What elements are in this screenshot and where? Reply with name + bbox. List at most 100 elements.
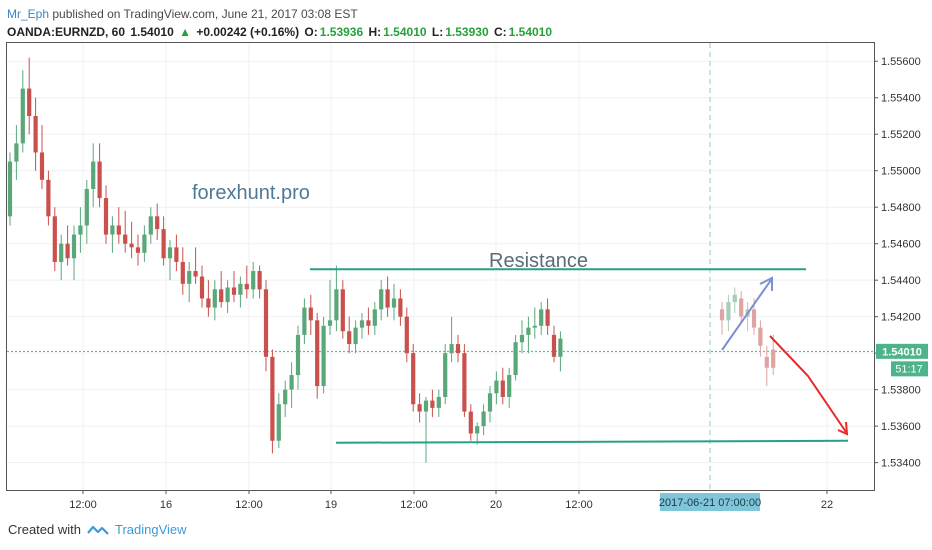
- candle-body: [135, 247, 141, 253]
- projection-candle-body: [739, 298, 744, 317]
- projection-candle-body: [726, 302, 731, 321]
- x-tick-label: 22: [821, 499, 833, 511]
- candle-body: [244, 283, 249, 290]
- countdown-tag: 51:17: [891, 361, 928, 377]
- y-tick-label: 1.54400: [881, 275, 921, 287]
- down-arrow-drawing[interactable]: [769, 335, 849, 436]
- down-arrow-head: [837, 421, 849, 436]
- candle-body: [398, 298, 403, 317]
- candle-body: [475, 426, 480, 434]
- candle-body: [315, 320, 320, 387]
- price-axis[interactable]: 1.55600 1.55400 1.55200 1.55000 1.54800 1.546…: [874, 56, 921, 470]
- candle-body: [270, 356, 275, 441]
- candle-body: [33, 115, 38, 153]
- candle-body: [468, 411, 473, 434]
- candle-body: [347, 331, 352, 345]
- candle-body: [116, 225, 121, 235]
- candle-body: [359, 320, 365, 328]
- up-triangle-icon: ▲: [179, 25, 191, 39]
- candle-body: [302, 307, 307, 335]
- up-arrow-drawing[interactable]: [721, 276, 773, 351]
- y-tick-label: 1.55000: [881, 166, 921, 178]
- projection-candle-body: [751, 309, 757, 328]
- candle-body: [174, 247, 179, 262]
- author-link[interactable]: Mr_Eph: [7, 7, 50, 21]
- candle-body: [65, 243, 70, 259]
- candle-body: [263, 289, 269, 357]
- candle-body: [283, 389, 288, 405]
- high-value: 1.54010: [383, 25, 427, 39]
- candle-body: [97, 161, 102, 199]
- x-tick-label: 19: [325, 499, 337, 511]
- created-with-label: Created with: [8, 522, 81, 537]
- candle-body: [404, 316, 409, 354]
- candle-body: [455, 344, 461, 354]
- candle-body: [46, 179, 51, 217]
- candle-body: [423, 400, 429, 412]
- candle-body: [84, 188, 89, 226]
- candle-body: [238, 283, 243, 295]
- watermark-text: forexhunt.pro: [192, 182, 310, 204]
- candle-body: [308, 307, 313, 321]
- candle-body: [366, 320, 371, 326]
- candle-body: [59, 243, 64, 262]
- y-tick-label: 1.53600: [881, 421, 921, 433]
- candle-body: [52, 216, 57, 262]
- candle-body: [14, 143, 19, 162]
- candle-body: [334, 289, 339, 321]
- down-arrow-shaft: [769, 335, 847, 433]
- candle-body: [199, 276, 205, 299]
- candle-body: [462, 353, 467, 412]
- candle-body: [231, 287, 237, 295]
- candle-body: [481, 411, 486, 427]
- candle-body: [532, 325, 537, 328]
- y-tick-label: 1.53400: [881, 458, 921, 470]
- candle-body: [219, 289, 224, 303]
- candle-body: [123, 234, 128, 244]
- price-tag-text: 1.54010: [882, 346, 922, 358]
- x-tick-label: 12:00: [69, 499, 97, 511]
- candle-body: [519, 334, 525, 343]
- symbol-label[interactable]: OANDA:EURNZD, 60: [7, 25, 126, 39]
- up-arrow-head: [759, 276, 773, 291]
- projection-candles-group: [719, 287, 776, 387]
- time-axis[interactable]: 12:00 16 12:00 19 12:00 20 12:00 22: [69, 490, 833, 511]
- open-label: O:: [304, 25, 318, 39]
- candle-body: [500, 380, 505, 397]
- candle-body: [430, 400, 435, 408]
- candle-body: [551, 334, 557, 357]
- candle-body: [78, 225, 83, 235]
- y-tick-label: 1.55600: [881, 56, 921, 68]
- candle-body: [340, 289, 345, 332]
- x-tick-label: 12:00: [565, 499, 593, 511]
- y-tick-label: 1.54800: [881, 202, 921, 214]
- candle-body: [103, 198, 109, 235]
- tradingview-brand-link[interactable]: TradingView: [87, 522, 187, 537]
- candle-body: [436, 396, 441, 408]
- y-tick-label: 1.55400: [881, 93, 921, 105]
- candle-body: [385, 289, 390, 308]
- candle-body: [353, 327, 358, 345]
- crosshair-time-text: 2017-06-21 07:00:00: [659, 497, 761, 509]
- candle-body: [91, 161, 96, 189]
- candle-body: [411, 353, 416, 405]
- open-value: 1.53936: [319, 25, 364, 39]
- chart-grid: [7, 43, 874, 490]
- tradingview-logo-icon: [87, 525, 109, 535]
- candle-body: [449, 344, 454, 354]
- candle-body: [39, 152, 45, 180]
- candle-body: [526, 327, 531, 335]
- resistance-annotation[interactable]: Resistance: [489, 250, 588, 272]
- candle-body: [20, 88, 25, 144]
- footer: Created with TradingView: [8, 522, 187, 537]
- publish-header: Mr_Eph published on TradingView.com, Jun…: [7, 4, 358, 24]
- candle-body: [148, 216, 153, 235]
- publish-info: published on TradingView.com, June 21, 2…: [52, 7, 358, 21]
- low-value: 1.53930: [445, 25, 489, 39]
- support-line[interactable]: [335, 439, 849, 444]
- y-tick-label: 1.53800: [881, 385, 921, 397]
- candle-body: [417, 404, 422, 412]
- candle-body: [161, 229, 166, 259]
- up-arrow-shaft: [721, 279, 772, 351]
